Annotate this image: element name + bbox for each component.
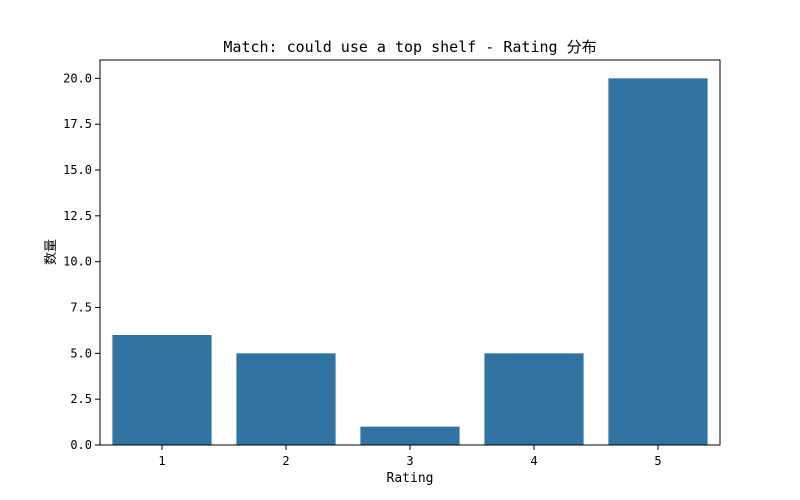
y-tick-label-0.0: 0.0 <box>70 438 92 452</box>
x-tick-label-4: 4 <box>530 454 537 468</box>
x-tick-label-1: 1 <box>158 454 165 468</box>
y-axis-label: 数量 <box>44 239 59 265</box>
y-axis: 0.0 2.5 5.0 7.5 10.0 12.5 15.0 17.5 20.0 <box>63 71 100 452</box>
chart-title: Match: could use a top shelf - Rating 分布 <box>223 38 596 56</box>
bar-4 <box>484 353 584 445</box>
y-tick-label-7.5: 7.5 <box>70 301 92 315</box>
x-tick-label-3: 3 <box>406 454 413 468</box>
y-tick-label-20.0: 20.0 <box>63 71 92 85</box>
x-axis: 1 2 3 4 5 <box>158 445 662 468</box>
x-tick-label-2: 2 <box>282 454 289 468</box>
y-tick-label-17.5: 17.5 <box>63 117 92 131</box>
y-tick-label-2.5: 2.5 <box>70 392 92 406</box>
y-tick-label-15.0: 15.0 <box>63 163 92 177</box>
bar-2 <box>236 353 336 445</box>
bar-1 <box>112 335 212 445</box>
x-tick-label-5: 5 <box>654 454 661 468</box>
bar-5 <box>608 78 708 445</box>
bar-3 <box>360 426 460 445</box>
plot-frame <box>99 59 721 446</box>
bars-group <box>112 78 708 445</box>
x-axis-label: Rating <box>387 471 434 486</box>
y-tick-label-5.0: 5.0 <box>70 346 92 360</box>
y-tick-label-12.5: 12.5 <box>63 209 92 223</box>
y-tick-label-10.0: 10.0 <box>63 255 92 269</box>
